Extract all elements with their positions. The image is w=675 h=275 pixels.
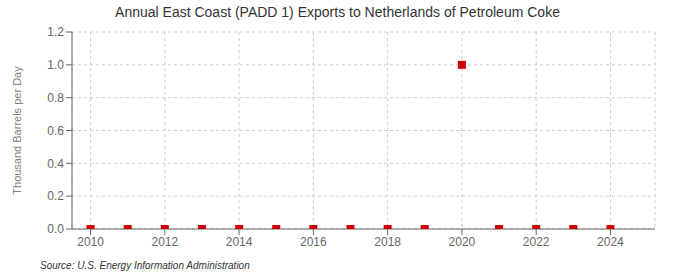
svg-text:2020: 2020	[449, 235, 476, 249]
svg-text:2018: 2018	[374, 235, 401, 249]
html-text:Annual East Coast (PADD 1) Exp: Annual East Coast (PADD 1) Exports to Ne…	[115, 4, 560, 20]
svg-text:1.2: 1.2	[47, 25, 64, 39]
svg-text:2010: 2010	[77, 235, 104, 249]
svg-text:0.0: 0.0	[47, 222, 64, 236]
svg-text:2012: 2012	[151, 235, 178, 249]
svg-text:2016: 2016	[300, 235, 327, 249]
svg-text:0.4: 0.4	[47, 157, 64, 171]
svg-text:0.6: 0.6	[47, 124, 64, 138]
html-text:Source: U.S. Energy Informatio: Source: U.S. Energy Information Administ…	[40, 260, 250, 271]
svg-text:2014: 2014	[226, 235, 253, 249]
svg-text:0.2: 0.2	[47, 189, 64, 203]
svg-text:Thousand Barrels per Day: Thousand Barrels per Day	[11, 66, 23, 195]
svg-text:0.8: 0.8	[47, 91, 64, 105]
svg-text:1.0: 1.0	[47, 58, 64, 72]
svg-text:2024: 2024	[597, 235, 624, 249]
svg-text:2022: 2022	[523, 235, 550, 249]
